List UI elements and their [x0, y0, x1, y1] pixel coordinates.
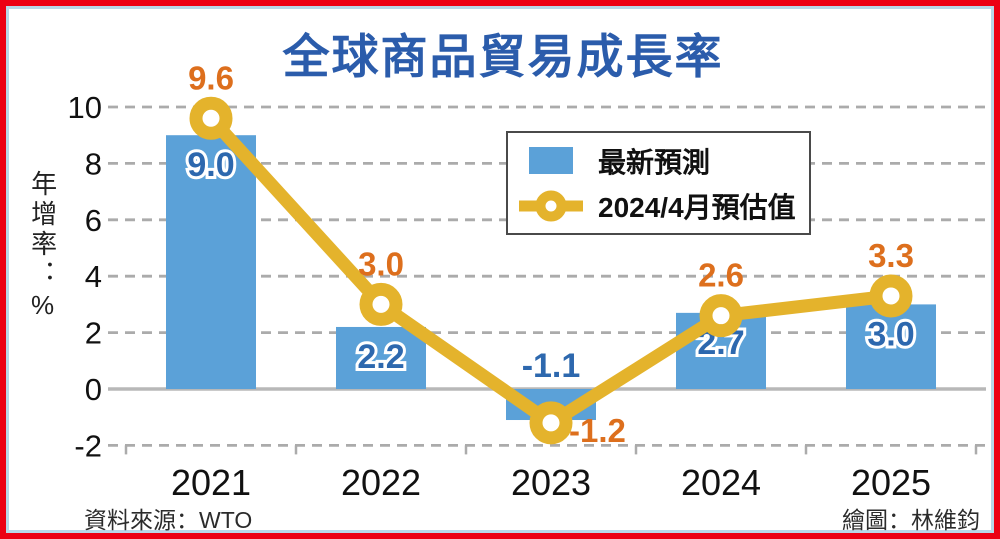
- line-label-2021: 9.6: [188, 59, 234, 96]
- legend-item-line: 2024/4月預估值: [516, 186, 801, 226]
- y-tick-label-8: 8: [85, 146, 102, 181]
- x-label-2025: 2025: [851, 462, 931, 503]
- legend-label-bar: 最新預測: [598, 146, 711, 178]
- bar-2021: [166, 135, 256, 389]
- y-axis-title: 年增率：%: [27, 170, 58, 324]
- legend: 最新預測 2024/4月預估值: [506, 131, 811, 235]
- legend-item-bar: 最新預測: [516, 141, 801, 181]
- bar-series-swatch: [529, 147, 573, 174]
- line-marker-2025: [869, 274, 913, 318]
- bar-label-2022: 2.2: [357, 338, 404, 376]
- line-label-2023: -1.2: [569, 412, 626, 449]
- line-marker-2023: [529, 401, 573, 445]
- y-tick-label-0: 0: [85, 372, 102, 407]
- x-label-2021: 2021: [171, 462, 251, 503]
- line-label-2025: 3.3: [868, 237, 914, 274]
- bar-label-2021: 9.0: [187, 146, 234, 184]
- legend-label-line: 2024/4月預估值: [598, 191, 796, 223]
- y-tick-label-6: 6: [85, 203, 102, 238]
- line-label-2024: 2.6: [698, 257, 744, 294]
- bar-2025: [846, 304, 936, 389]
- y-tick-label-10: 10: [68, 90, 102, 125]
- line-marker-2024: [699, 294, 743, 338]
- x-label-2023: 2023: [511, 462, 591, 503]
- x-label-2024: 2024: [681, 462, 761, 503]
- inner-border: 10 8 6 4 2 0 -2 9.0 2.2 -1.1 2.7 3.0 9.6 3.0 -1.2 2.6 3.…: [6, 6, 994, 533]
- bar-label-2025: 3.0: [867, 315, 914, 353]
- y-tick-label--2: -2: [74, 428, 102, 463]
- bar-2022: [336, 326, 426, 389]
- bar-label-2023: -1.1: [522, 347, 581, 385]
- chart-content: 10 8 6 4 2 0 -2 9.0 2.2 -1.1 2.7 3.0 9.6 3.0 -1.2 2.6 3.…: [12, 12, 994, 533]
- line-marker-2022: [359, 282, 403, 326]
- x-label-2022: 2022: [341, 462, 421, 503]
- line-label-2022: 3.0: [358, 245, 404, 282]
- illustrator-credit: 繪圖：林維鈞: [842, 507, 980, 533]
- line-marker-swatch: [519, 190, 583, 221]
- y-tick-label-2: 2: [85, 316, 102, 351]
- page-title: 全球商品貿易成長率: [282, 30, 724, 83]
- data-source: 資料來源：WTO: [84, 507, 253, 533]
- y-tick-label-4: 4: [85, 259, 102, 294]
- line-marker-2021: [189, 96, 233, 140]
